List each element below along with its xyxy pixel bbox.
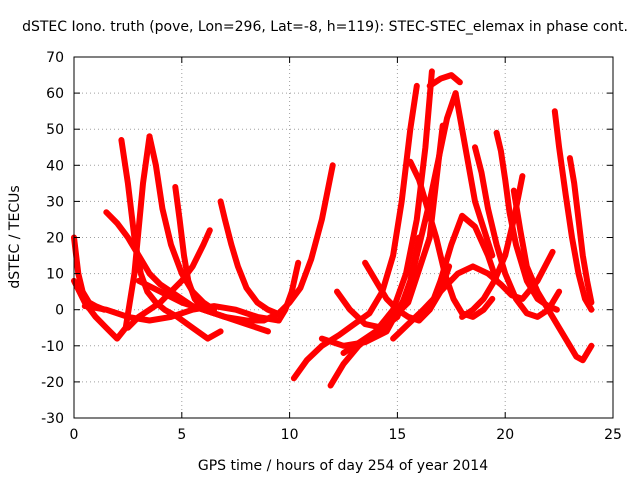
series-line-pass-07 (124, 227, 213, 331)
x-axis-label: GPS time / hours of day 254 of year 2014 (198, 458, 488, 474)
series-line-pass-17 (334, 234, 422, 331)
series-line-pass-05 (146, 133, 218, 313)
y-tick-labels: -30 -20 -10 0 10 20 30 40 50 60 70 (41, 50, 64, 427)
series-layer (71, 68, 595, 389)
y-tick-label: 50 (46, 122, 64, 138)
series-line-pass-27 (566, 155, 595, 306)
x-tick-label: 15 (388, 427, 406, 443)
series-line-pass-15 (318, 90, 496, 349)
series-line-pass-19 (390, 248, 556, 342)
y-axis-label: dSTEC / TECUs (7, 185, 23, 288)
series-line-pass-20 (407, 158, 496, 320)
series-line-pass-24 (472, 144, 563, 320)
series-line-pass-13 (327, 68, 435, 389)
y-tick-label: 30 (46, 194, 64, 210)
x-tick-label: 25 (604, 427, 622, 443)
x-tick-label: 0 (70, 427, 79, 443)
series-line-pass-08 (217, 198, 280, 317)
y-tick-label: -10 (41, 339, 64, 355)
series-line-pass-16 (426, 72, 463, 89)
x-tick-labels: 0 5 10 15 20 25 (70, 427, 622, 443)
y-tick-label: -30 (41, 411, 64, 427)
x-tick-label: 5 (177, 427, 186, 443)
y-tick-label: 40 (46, 158, 64, 174)
y-tick-label: 10 (46, 267, 64, 283)
x-tick-label: 20 (496, 427, 514, 443)
axis-ticks (73, 56, 614, 419)
x-tick-label: 10 (281, 427, 299, 443)
series-line-pass-10 (81, 303, 282, 324)
series-line-pass-11 (275, 259, 302, 324)
chart-title: dSTEC Iono. truth (pove, Lon=296, Lat=-8… (22, 19, 628, 35)
series-line-pass-26 (551, 108, 595, 313)
y-tick-label: -20 (41, 375, 64, 391)
y-tick-label: 20 (46, 231, 64, 247)
y-tick-label: 60 (46, 86, 64, 102)
series-line-pass-12 (290, 82, 420, 382)
y-tick-label: 0 (55, 303, 64, 319)
series-line-pass-21 (416, 212, 500, 324)
y-tick-label: 70 (46, 50, 64, 66)
series-line-pass-25 (510, 187, 595, 364)
